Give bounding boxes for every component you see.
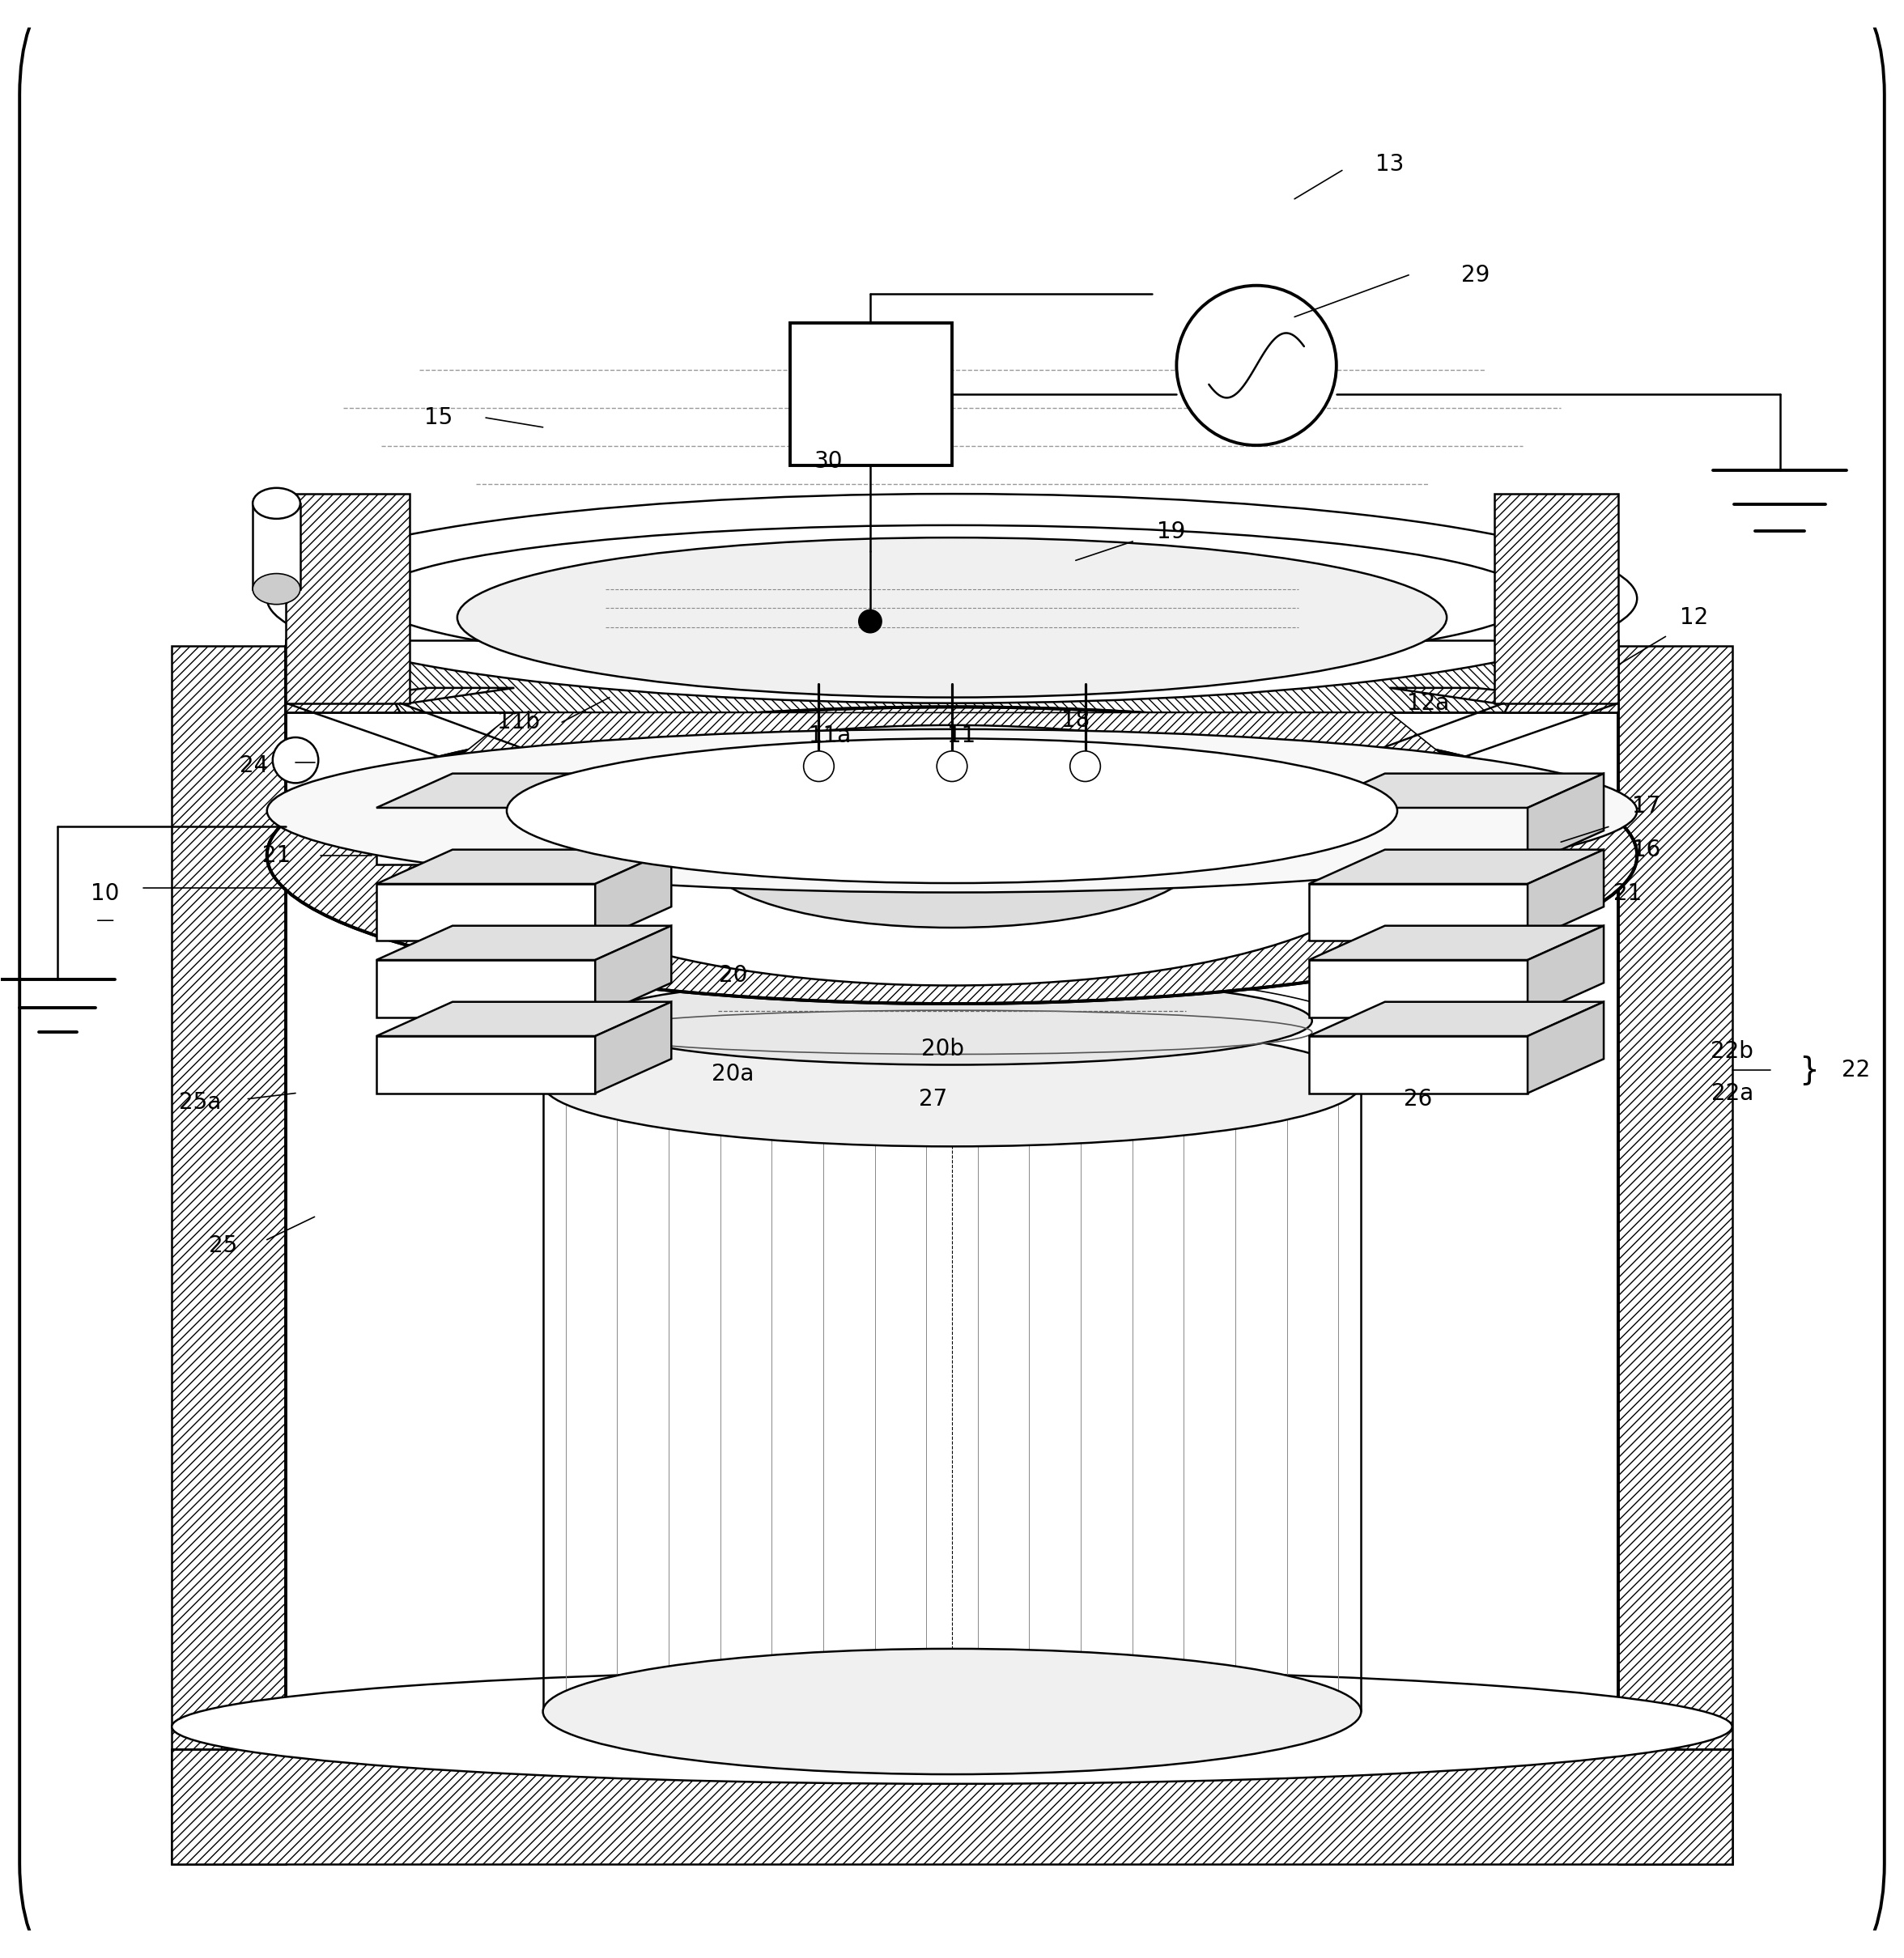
Polygon shape: [286, 493, 409, 703]
Polygon shape: [377, 850, 672, 883]
Bar: [377, 1036, 596, 1093]
Ellipse shape: [253, 574, 301, 605]
Bar: [790, 323, 952, 466]
Polygon shape: [596, 1002, 672, 1093]
Text: 11a: 11a: [809, 724, 851, 746]
Polygon shape: [1504, 640, 1618, 713]
Ellipse shape: [267, 493, 1637, 703]
Circle shape: [937, 752, 967, 781]
Polygon shape: [1495, 493, 1618, 703]
Polygon shape: [1527, 926, 1603, 1016]
Text: 20b: 20b: [922, 1038, 963, 1061]
Text: 21: 21: [263, 844, 291, 867]
Bar: [1308, 809, 1527, 865]
Polygon shape: [1390, 687, 1618, 703]
Text: 19: 19: [1156, 521, 1184, 542]
Polygon shape: [1308, 1002, 1603, 1036]
Polygon shape: [1618, 646, 1733, 1864]
Polygon shape: [1527, 773, 1603, 865]
Ellipse shape: [267, 707, 1637, 1004]
Polygon shape: [596, 773, 672, 865]
Polygon shape: [1527, 1002, 1603, 1093]
Polygon shape: [1527, 850, 1603, 942]
Text: 20a: 20a: [712, 1063, 754, 1085]
Text: 25: 25: [209, 1234, 238, 1257]
Text: 24: 24: [240, 754, 268, 777]
Bar: [377, 809, 596, 865]
Ellipse shape: [592, 977, 1312, 1065]
Text: 15: 15: [425, 407, 453, 429]
Bar: [377, 959, 596, 1016]
Bar: [1308, 1036, 1527, 1093]
Ellipse shape: [704, 783, 1200, 928]
Text: 17: 17: [1632, 795, 1660, 816]
Text: 20: 20: [720, 963, 748, 987]
Bar: [253, 503, 301, 589]
Polygon shape: [1308, 926, 1603, 959]
Ellipse shape: [543, 1649, 1361, 1774]
Text: }: }: [1799, 1055, 1818, 1085]
Text: 18: 18: [1061, 709, 1089, 732]
Text: 22a: 22a: [1712, 1083, 1754, 1104]
Circle shape: [1070, 752, 1101, 781]
Text: 13: 13: [1375, 153, 1403, 176]
Text: 11b: 11b: [497, 711, 539, 734]
Text: 10: 10: [91, 881, 120, 905]
Polygon shape: [419, 713, 1485, 789]
Polygon shape: [596, 926, 672, 1016]
Ellipse shape: [506, 724, 1398, 985]
Polygon shape: [596, 850, 672, 942]
Ellipse shape: [267, 728, 1637, 893]
Text: 26: 26: [1403, 1087, 1432, 1110]
Text: 16: 16: [1632, 838, 1660, 862]
Ellipse shape: [457, 538, 1447, 697]
Bar: [1308, 959, 1527, 1016]
Text: 22b: 22b: [1712, 1040, 1754, 1063]
Polygon shape: [286, 640, 400, 713]
Polygon shape: [171, 1750, 1733, 1864]
Polygon shape: [1308, 850, 1603, 883]
Text: 22: 22: [1841, 1059, 1870, 1081]
Text: 29: 29: [1460, 264, 1489, 286]
Circle shape: [1177, 286, 1337, 444]
Circle shape: [859, 609, 882, 632]
Polygon shape: [377, 1002, 672, 1036]
Ellipse shape: [171, 1670, 1733, 1784]
Circle shape: [803, 752, 834, 781]
Polygon shape: [1308, 773, 1603, 809]
Bar: [1308, 883, 1527, 942]
Text: —: —: [97, 912, 114, 928]
Text: 25a: 25a: [179, 1091, 221, 1114]
Text: 30: 30: [813, 450, 843, 472]
Polygon shape: [171, 646, 286, 1864]
Ellipse shape: [506, 738, 1398, 883]
Ellipse shape: [253, 488, 301, 519]
Text: 27: 27: [920, 1087, 946, 1110]
Text: 11: 11: [948, 724, 975, 746]
Ellipse shape: [543, 1020, 1361, 1147]
Polygon shape: [377, 773, 672, 809]
Ellipse shape: [371, 525, 1533, 672]
FancyBboxPatch shape: [19, 0, 1885, 1958]
Text: 12: 12: [1679, 607, 1708, 629]
Polygon shape: [377, 926, 672, 959]
Text: 21: 21: [1613, 881, 1641, 905]
Polygon shape: [286, 687, 514, 703]
Polygon shape: [286, 640, 1618, 713]
Text: 12a: 12a: [1407, 691, 1449, 715]
Circle shape: [272, 738, 318, 783]
Bar: [377, 883, 596, 942]
